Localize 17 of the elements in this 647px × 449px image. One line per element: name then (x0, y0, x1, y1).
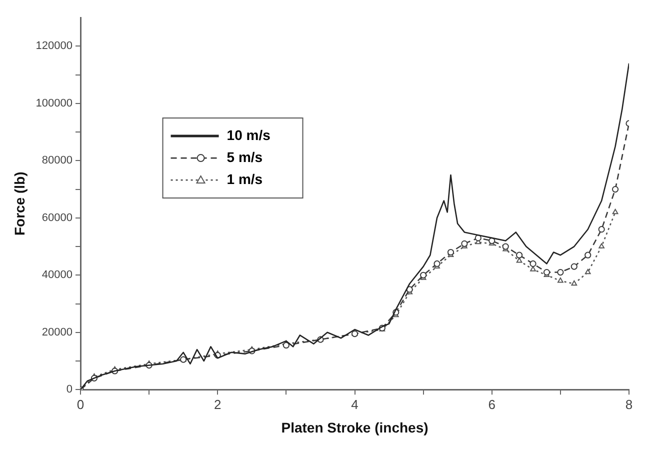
x-axis-title: Platen Stroke (inches) (281, 419, 428, 436)
x-tick-label: 2 (214, 396, 222, 412)
y-tick-label: 0 (66, 384, 73, 396)
y-tick-label: 120000 (36, 40, 73, 52)
x-tick-label: 4 (351, 396, 358, 412)
y-tick-label: 80000 (42, 154, 73, 167)
x-tick-label: 0 (76, 396, 84, 412)
legend-label: 10 m/s (226, 126, 271, 143)
legend-label: 1 m/s (226, 170, 263, 187)
y-tick-label: 40000 (42, 269, 73, 282)
y-tick-label: 100000 (36, 97, 73, 110)
y-tick-label: 20000 (42, 326, 73, 338)
y-axis-title: Force (lb) (11, 172, 28, 236)
y-tick-label: 60000 (42, 212, 73, 224)
x-tick-label: 8 (625, 396, 633, 412)
legend-label: 5 m/s (226, 148, 263, 165)
x-tick-label: 6 (488, 396, 496, 412)
